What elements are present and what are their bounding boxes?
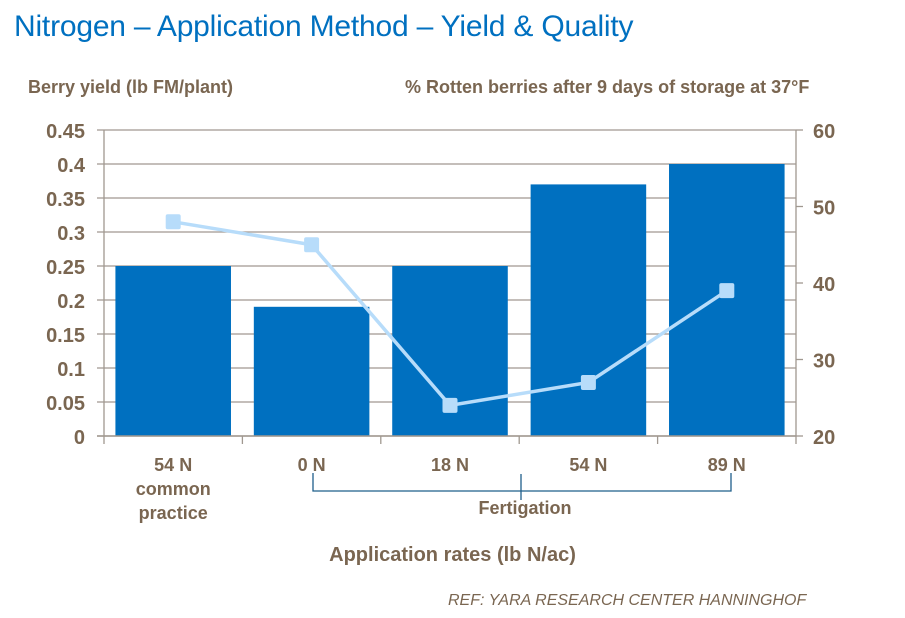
y2-tick-label: 30 <box>813 351 835 373</box>
y-tick-label: 0.05 <box>46 393 85 415</box>
y-tick-label: 0.15 <box>46 325 85 347</box>
chart-title: Nitrogen – Application Method – Yield & … <box>14 10 634 43</box>
y2-tick-label: 50 <box>813 198 835 220</box>
reference-note: REF: YARA RESEARCH CENTER HANNINGHOF <box>448 592 807 609</box>
bar <box>115 266 231 436</box>
y-tick-label: 0.25 <box>46 257 85 279</box>
y2-tick-label: 60 <box>813 121 835 143</box>
y2-tick-label: 20 <box>813 427 835 449</box>
rotten-marker <box>719 283 735 299</box>
y-tick-label: 0 <box>74 427 85 449</box>
rotten-marker <box>442 397 458 413</box>
bar <box>530 184 647 436</box>
x-tick-label: 18 N <box>431 455 469 475</box>
y-tick-label: 0.4 <box>57 155 86 177</box>
bar <box>669 164 785 436</box>
rotten-marker <box>580 374 596 390</box>
x-axis-label: Application rates (lb N/ac) <box>329 544 576 566</box>
y-tick-label: 0.1 <box>57 359 85 381</box>
rotten-marker <box>165 214 181 230</box>
y-tick-label: 0.3 <box>57 223 85 245</box>
y2-tick-label: 40 <box>813 274 835 296</box>
fertigation-bracket <box>312 473 732 492</box>
rotten-marker <box>304 237 320 253</box>
y-axis-left-label: Berry yield (lb FM/plant) <box>28 77 234 97</box>
x-tick-label: 54 N <box>569 455 607 475</box>
y-tick-label: 0.45 <box>46 121 85 143</box>
y-axis-right-label: % Rotten berries after 9 days of storage… <box>405 77 810 97</box>
y-tick-label: 0.2 <box>57 291 85 313</box>
bar <box>253 306 370 436</box>
group-label-fertigation: Fertigation <box>479 498 572 518</box>
x-tick-label: 0 N <box>298 455 326 475</box>
x-tick-label: 89 N <box>708 455 746 475</box>
y-tick-label: 0.35 <box>46 189 85 211</box>
